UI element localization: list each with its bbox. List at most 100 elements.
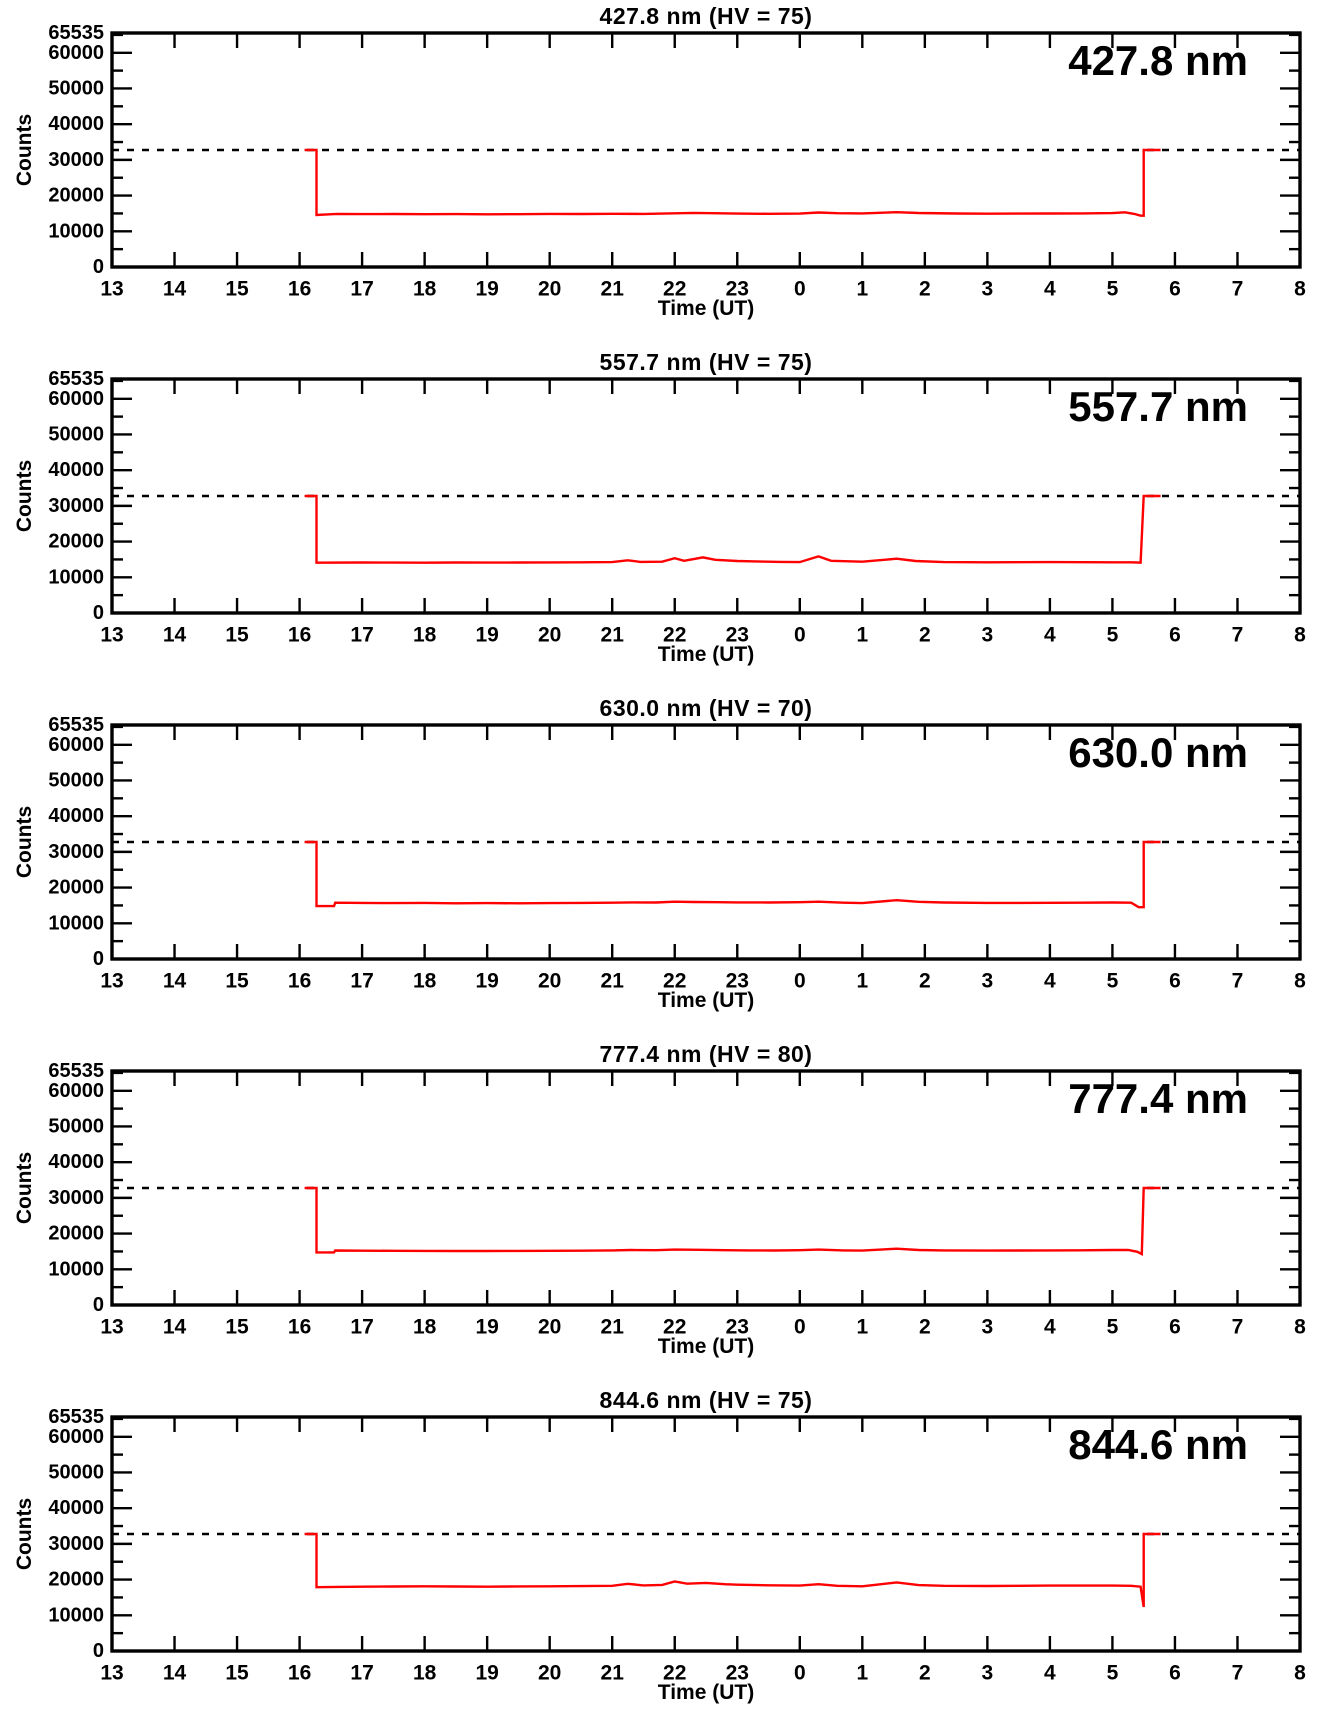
x-tick-label: 4 [1044,1662,1056,1685]
x-tick-label: 21 [601,970,625,993]
x-tick-label: 16 [288,624,311,647]
wavelength-label: 844.6 nm [1068,1421,1248,1468]
y-tick-label: 0 [93,948,104,970]
x-tick-label: 15 [225,970,249,993]
x-tick-label: 15 [225,624,249,647]
x-tick-label: 4 [1044,1316,1056,1339]
x-tick-label: 7 [1232,970,1244,993]
x-tick-label: 15 [225,278,249,301]
x-tick-label: 7 [1232,1316,1244,1339]
x-axis-ticks [110,379,1302,613]
y-tick-label: 30000 [48,841,104,863]
x-tick-label: 6 [1169,278,1181,301]
x-tick-label: 13 [100,970,123,993]
chart-title: 777.4 nm (HV = 80) [599,1041,813,1067]
x-tick-label: 18 [413,970,437,993]
x-tick-label: 20 [538,1662,561,1685]
x-axis-label: Time (UT) [657,1335,755,1358]
chart-panel-427-8: 0 10000 20000 30000 40000 50000 60000 65535 13 14… [0,0,1336,346]
x-tick-label: 6 [1169,1316,1181,1339]
x-tick-label: 14 [163,278,187,301]
x-tick-label: 22 [663,970,686,993]
y-axis-label: Counts [13,113,36,187]
x-tick-label: 5 [1107,1316,1119,1339]
y-tick-label: 60000 [48,1426,104,1448]
y-tick-label: 30000 [48,149,104,171]
plot-border [110,1415,1302,1653]
x-tick-label: 23 [726,1316,749,1339]
x-tick-label: 19 [475,1662,498,1685]
x-tick-label: 15 [225,1316,249,1339]
x-tick-labels: 13 14 15 16 17 18 19 20 21 22 23 0 1 2 3 4 5 6 7 8 [100,278,1306,301]
x-tick-label: 2 [919,278,931,301]
x-tick-labels: 13 14 15 16 17 18 19 20 21 22 23 0 1 2 3 4 5 6 7 8 [100,624,1306,647]
x-tick-label: 14 [163,1316,187,1339]
y-axis-label: Counts [13,1151,36,1225]
plot-border [110,377,1302,615]
x-tick-label: 1 [856,1662,868,1685]
y-tick-label: 10000 [48,566,104,588]
data-line [304,1186,1161,1257]
x-tick-label: 2 [919,1662,931,1685]
x-tick-label: 21 [601,624,625,647]
x-tick-label: 22 [663,624,686,647]
y-tick-label: 10000 [48,1258,104,1280]
x-axis-ticks [110,33,1302,267]
x-tick-label: 1 [856,624,868,647]
y-tick-label: 10000 [48,220,104,242]
plot-border [110,1069,1302,1307]
x-tick-label: 4 [1044,278,1056,301]
x-tick-label: 0 [794,278,806,301]
wavelength-label: 630.0 nm [1068,729,1248,776]
x-tick-label: 1 [856,1316,868,1339]
y-tick-label: 65535 [48,1060,104,1082]
x-tick-label: 20 [538,1316,561,1339]
y-tick-label: 20000 [48,877,104,899]
x-tick-label: 18 [413,1316,437,1339]
data-line [304,840,1161,909]
y-tick-label: 20000 [48,531,104,553]
y-tick-label: 50000 [48,77,104,99]
y-tick-label: 40000 [48,805,104,827]
y-tick-label: 60000 [48,42,104,64]
x-tick-label: 7 [1232,624,1244,647]
y-tick-label: 40000 [48,113,104,135]
x-tick-label: 5 [1107,624,1119,647]
x-tick-label: 19 [475,624,498,647]
x-tick-label: 21 [601,1316,625,1339]
y-tick-label: 0 [93,1640,104,1662]
y-tick-label: 60000 [48,734,104,756]
y-tick-label: 10000 [48,912,104,934]
y-tick-label: 0 [93,256,104,278]
data-line [304,148,1161,217]
x-tick-label: 0 [794,1662,806,1685]
x-axis-label: Time (UT) [657,297,755,320]
y-tick-label: 50000 [48,769,104,791]
y-tick-label: 60000 [48,388,104,410]
x-tick-label: 18 [413,1662,437,1685]
x-tick-label: 20 [538,624,561,647]
x-tick-label: 6 [1169,970,1181,993]
y-axis-ticks [112,31,1300,269]
x-tick-label: 23 [726,624,749,647]
x-tick-label: 2 [919,1316,931,1339]
x-tick-label: 5 [1107,970,1119,993]
x-tick-label: 6 [1169,1662,1181,1685]
x-tick-label: 17 [350,278,373,301]
y-axis-label: Counts [13,1497,36,1571]
x-tick-label: 21 [601,278,625,301]
chart-title: 630.0 nm (HV = 70) [599,695,813,721]
y-axis-ticks [112,377,1300,615]
y-tick-label: 10000 [48,1604,104,1626]
y-tick-label: 30000 [48,495,104,517]
y-tick-label: 0 [93,1294,104,1316]
y-tick-label: 50000 [48,1461,104,1483]
x-tick-label: 3 [982,970,994,993]
x-tick-label: 8 [1294,970,1306,993]
x-tick-label: 2 [919,970,931,993]
x-tick-label: 22 [663,278,686,301]
